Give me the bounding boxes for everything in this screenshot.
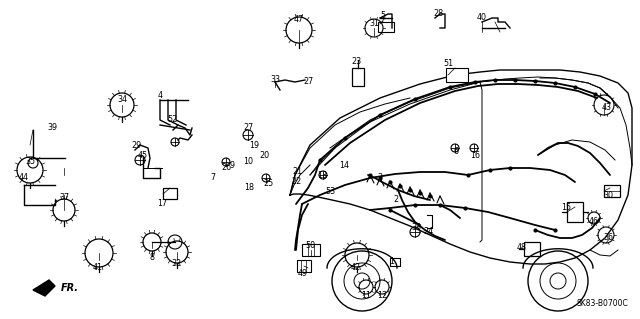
Text: 31: 31 — [369, 19, 379, 28]
Text: 39: 39 — [47, 123, 57, 132]
Text: SK83-B0700C: SK83-B0700C — [576, 299, 628, 308]
Text: 27: 27 — [304, 78, 314, 86]
Polygon shape — [290, 70, 632, 264]
Text: 15: 15 — [561, 204, 571, 212]
Text: 43: 43 — [602, 103, 612, 113]
Text: 19: 19 — [249, 140, 259, 150]
Text: 22: 22 — [292, 177, 302, 187]
Text: 36: 36 — [603, 234, 613, 242]
Text: 1: 1 — [390, 257, 394, 266]
Text: 37: 37 — [59, 194, 69, 203]
Text: 25: 25 — [263, 180, 273, 189]
Text: 38: 38 — [411, 224, 421, 233]
Text: 4: 4 — [157, 91, 163, 100]
Text: 33: 33 — [270, 76, 280, 85]
Text: 21: 21 — [292, 167, 302, 176]
Text: 20: 20 — [259, 151, 269, 160]
Text: 53: 53 — [325, 188, 335, 197]
Polygon shape — [33, 280, 55, 296]
Text: 6: 6 — [454, 147, 458, 157]
Text: 24: 24 — [423, 227, 433, 236]
Text: 52: 52 — [168, 115, 178, 124]
Bar — [604, 185, 620, 197]
Text: 40: 40 — [477, 13, 487, 23]
Text: 51: 51 — [443, 60, 453, 69]
Text: 48: 48 — [517, 243, 527, 253]
Text: 49: 49 — [298, 270, 308, 278]
Text: 7: 7 — [211, 174, 216, 182]
Text: 44: 44 — [19, 174, 29, 182]
Text: 27: 27 — [243, 123, 253, 132]
Text: FR.: FR. — [61, 283, 79, 293]
Text: 28: 28 — [433, 10, 443, 19]
Text: 50: 50 — [305, 241, 315, 250]
Bar — [524, 242, 540, 256]
Bar — [446, 68, 468, 82]
Text: 26: 26 — [221, 164, 231, 173]
Bar — [302, 244, 320, 256]
Text: 35: 35 — [25, 158, 35, 167]
Bar — [390, 258, 400, 266]
Text: 12: 12 — [377, 292, 387, 300]
Text: 34: 34 — [117, 95, 127, 105]
Text: 11: 11 — [361, 292, 371, 300]
Text: 9: 9 — [229, 160, 235, 169]
Text: 17: 17 — [157, 199, 167, 209]
Text: 16: 16 — [470, 151, 480, 160]
Bar — [567, 202, 583, 222]
Text: 46: 46 — [589, 218, 599, 226]
Text: 2: 2 — [394, 196, 399, 204]
Bar — [297, 260, 311, 272]
Text: 8: 8 — [150, 254, 154, 263]
Text: 3: 3 — [378, 174, 383, 182]
Text: 29: 29 — [131, 140, 141, 150]
Text: 13: 13 — [317, 170, 327, 180]
Text: 18: 18 — [244, 183, 254, 192]
Text: 41: 41 — [93, 263, 103, 272]
Text: 42: 42 — [351, 263, 361, 272]
Text: 47: 47 — [294, 16, 304, 25]
Bar — [378, 22, 394, 32]
Text: 23: 23 — [351, 57, 361, 66]
Text: 5: 5 — [380, 11, 385, 20]
Text: 14: 14 — [339, 160, 349, 169]
Text: 32: 32 — [171, 259, 181, 269]
Text: 45: 45 — [138, 151, 148, 160]
Text: 30: 30 — [603, 190, 613, 199]
Text: 10: 10 — [243, 158, 253, 167]
Bar — [163, 188, 177, 199]
Bar — [352, 68, 364, 86]
